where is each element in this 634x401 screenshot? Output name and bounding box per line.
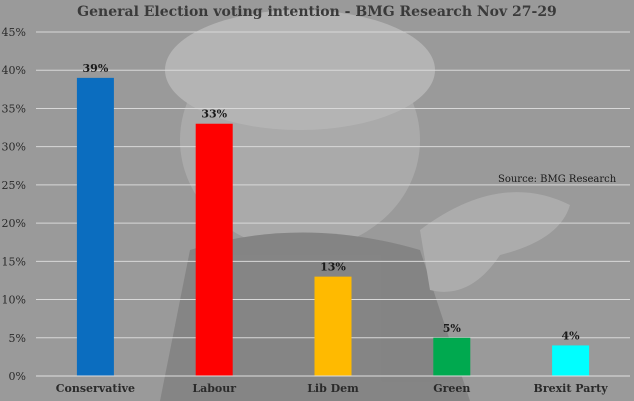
bar-brexit-party <box>552 345 590 376</box>
y-axis: 0% 5% 10% 15% 20% 25% 30% 35% 40% 45% <box>2 26 26 383</box>
data-label: 4% <box>562 329 581 342</box>
x-tick-label: Brexit Party <box>534 382 609 395</box>
x-tick-label: Lib Dem <box>307 382 359 395</box>
data-label: 5% <box>443 322 462 335</box>
x-tick-label: Conservative <box>56 382 135 395</box>
bars: 39% 33% 13% 5% 4% <box>76 62 590 376</box>
bar-conservative <box>76 77 114 376</box>
data-label: 13% <box>320 261 346 274</box>
y-tick-label: 0% <box>9 370 26 383</box>
y-tick-label: 5% <box>9 332 26 345</box>
data-label: 39% <box>83 62 109 75</box>
x-tick-label: Labour <box>192 382 236 395</box>
y-tick-label: 40% <box>2 64 26 77</box>
background-photo <box>160 10 570 401</box>
grid-lines <box>36 31 630 377</box>
source-annotation: Source: BMG Research <box>498 174 617 185</box>
y-tick-label: 10% <box>2 294 26 307</box>
bar-green <box>433 337 471 376</box>
y-tick-label: 45% <box>2 26 26 39</box>
data-label: 33% <box>201 108 227 121</box>
y-tick-label: 20% <box>2 217 26 230</box>
y-tick-label: 25% <box>2 179 26 192</box>
bar-lib-dem <box>314 276 352 376</box>
bar-labour <box>195 123 233 376</box>
y-tick-label: 30% <box>2 141 26 154</box>
y-tick-label: 15% <box>2 255 26 268</box>
x-axis: Conservative Labour Lib Dem Green Brexit Par… <box>36 375 630 395</box>
chart-title: General Election voting intention - BMG … <box>77 4 557 20</box>
y-tick-label: 35% <box>2 102 26 115</box>
x-tick-label: Green <box>433 382 470 395</box>
